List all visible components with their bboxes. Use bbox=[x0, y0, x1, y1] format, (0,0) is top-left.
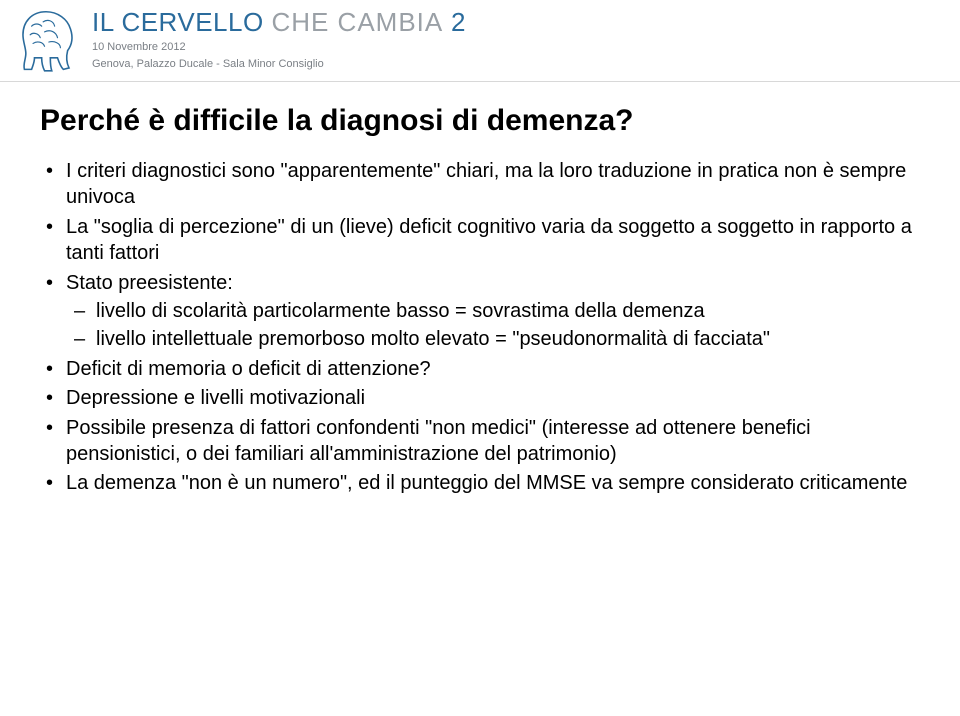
header-venue: Genova, Palazzo Ducale - Sala Minor Cons… bbox=[92, 57, 466, 72]
bullet-text: Depressione e livelli motivazionali bbox=[66, 387, 365, 409]
list-item: La "soglia di percezione" di un (lieve) … bbox=[40, 214, 920, 267]
list-item: Stato preesistente: livello di scolarità… bbox=[40, 270, 920, 353]
slide-title: Perché è difficile la diagnosi di demenz… bbox=[40, 104, 920, 138]
bullet-text: Deficit di memoria o deficit di attenzio… bbox=[66, 358, 431, 380]
bullet-list: I criteri diagnostici sono "apparentemen… bbox=[40, 158, 920, 497]
sub-bullet-list: livello di scolarità particolarmente bas… bbox=[66, 298, 920, 353]
header-text-block: IL CERVELLO CHE CAMBIA 2 10 Novembre 201… bbox=[92, 6, 466, 72]
bullet-text: La "soglia di percezione" di un (lieve) … bbox=[66, 216, 912, 264]
bullet-text: I criteri diagnostici sono "apparentemen… bbox=[66, 160, 906, 208]
list-item: livello intellettuale premorboso molto e… bbox=[66, 326, 920, 352]
bullet-text: Possibile presenza di fattori confondent… bbox=[66, 417, 811, 465]
header-title: IL CERVELLO CHE CAMBIA 2 bbox=[92, 8, 466, 37]
list-item: La demenza "non è un numero", ed il punt… bbox=[40, 470, 920, 496]
sub-bullet-text: livello di scolarità particolarmente bas… bbox=[96, 300, 705, 322]
sub-bullet-text: livello intellettuale premorboso molto e… bbox=[96, 328, 770, 350]
list-item: I criteri diagnostici sono "apparentemen… bbox=[40, 158, 920, 211]
header-date: 10 Novembre 2012 bbox=[92, 40, 466, 55]
header-title-part3: 2 bbox=[451, 7, 466, 37]
list-item: livello di scolarità particolarmente bas… bbox=[66, 298, 920, 324]
header-title-part1: IL CERVELLO bbox=[92, 7, 264, 37]
slide-header: IL CERVELLO CHE CAMBIA 2 10 Novembre 201… bbox=[0, 0, 960, 81]
list-item: Depressione e livelli motivazionali bbox=[40, 385, 920, 411]
bullet-text: La demenza "non è un numero", ed il punt… bbox=[66, 472, 907, 494]
slide-content: Perché è difficile la diagnosi di demenz… bbox=[0, 82, 960, 497]
header-title-part2: CHE CAMBIA bbox=[271, 7, 443, 37]
brain-logo-icon bbox=[10, 6, 82, 78]
bullet-text: Stato preesistente: bbox=[66, 272, 233, 294]
list-item: Possibile presenza di fattori confondent… bbox=[40, 415, 920, 468]
list-item: Deficit di memoria o deficit di attenzio… bbox=[40, 356, 920, 382]
